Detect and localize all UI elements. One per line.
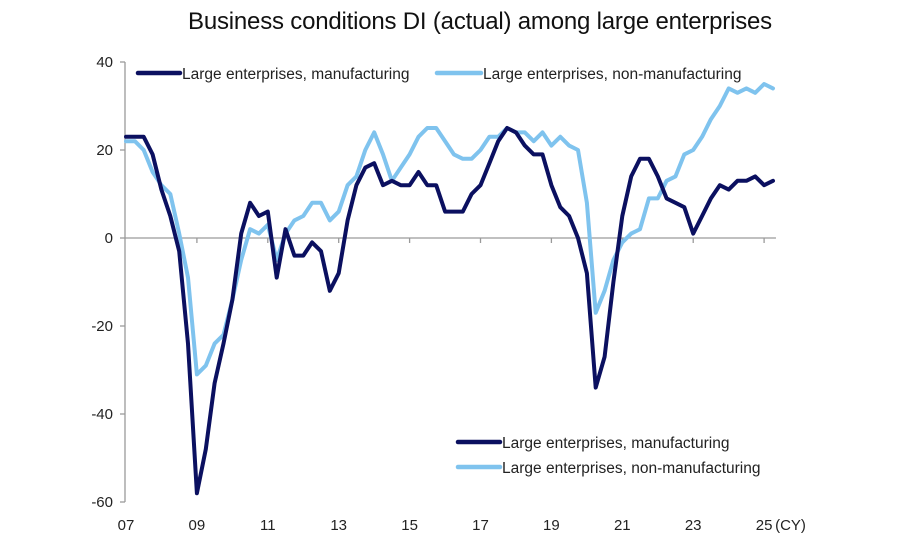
- x-tick-label: 07: [118, 517, 135, 534]
- x-tick-label: 09: [189, 517, 206, 534]
- legend-top: Large enterprises, manufacturing Large e…: [135, 66, 741, 83]
- y-tick-label: 40: [96, 54, 113, 71]
- x-tick-label: 13: [330, 517, 347, 534]
- x-tick-label: 17: [472, 517, 489, 534]
- legend-top-label-non-manufacturing: Large enterprises, non-manufacturing: [483, 66, 741, 83]
- axes: 40 20 0 -20 -40 -60 07 09 11 13 15 17 19 21 23 25 (CY): [91, 54, 806, 534]
- legend-bottom-label-manufacturing: Large enterprises, manufacturing: [502, 435, 729, 452]
- x-tick-label: 21: [614, 517, 631, 534]
- y-tick-label: 20: [96, 142, 113, 159]
- y-tick-label: 0: [105, 230, 113, 247]
- legend-bottom-label-non-manufacturing: Large enterprises, non-manufacturing: [502, 460, 760, 477]
- series-layer: [124, 82, 775, 496]
- x-tick-label: 25: [756, 517, 773, 534]
- x-unit-label: (CY): [775, 517, 806, 534]
- series-line-manufacturing: [124, 126, 775, 496]
- series-line-non-manufacturing: [124, 82, 775, 377]
- x-tick-label: 15: [401, 517, 418, 534]
- chart-title: Business conditions DI (actual) among la…: [188, 8, 772, 35]
- legend-top-label-manufacturing: Large enterprises, manufacturing: [182, 66, 409, 83]
- x-tick-label: 19: [543, 517, 560, 534]
- x-tick-label: 23: [685, 517, 702, 534]
- legend-bottom: Large enterprises, manufacturing Large e…: [455, 435, 760, 477]
- y-tick-label: -20: [91, 318, 113, 335]
- y-tick-label: -40: [91, 406, 113, 423]
- x-tick-label: 11: [260, 517, 276, 534]
- y-tick-label: -60: [91, 494, 113, 511]
